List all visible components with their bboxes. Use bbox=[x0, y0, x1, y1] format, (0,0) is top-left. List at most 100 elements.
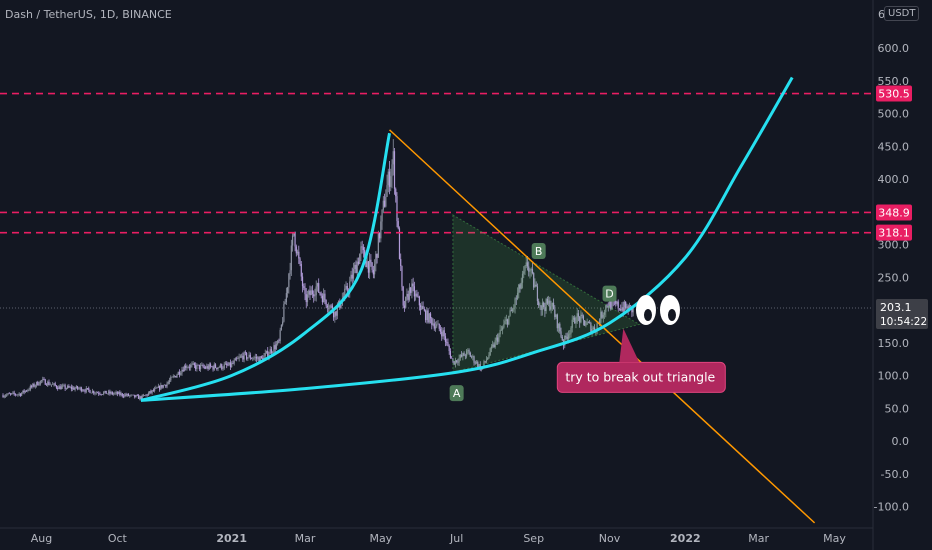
candle-body bbox=[146, 394, 148, 396]
candle-body bbox=[485, 359, 488, 362]
candle-body bbox=[239, 356, 241, 358]
candle-body bbox=[76, 386, 79, 389]
candle-body bbox=[367, 261, 369, 273]
level-price-tag-text: 318.1 bbox=[878, 227, 910, 240]
candle-body bbox=[391, 164, 393, 177]
candle-body bbox=[465, 350, 468, 357]
candle-body bbox=[556, 314, 558, 329]
candle-body bbox=[509, 310, 511, 316]
candle-body bbox=[539, 305, 541, 306]
candle-body bbox=[144, 395, 146, 396]
candle-body bbox=[206, 366, 208, 369]
candle-body bbox=[515, 298, 517, 300]
candle-body bbox=[511, 309, 514, 312]
candle-body bbox=[257, 357, 259, 359]
candle-body bbox=[632, 307, 634, 313]
candle-body bbox=[93, 390, 95, 394]
candle-body bbox=[106, 393, 108, 395]
candle-body bbox=[534, 284, 536, 288]
candle-body bbox=[564, 335, 566, 346]
candle-body bbox=[483, 361, 485, 367]
candle-body bbox=[313, 294, 315, 297]
candle-body bbox=[167, 382, 169, 384]
candle-body bbox=[437, 323, 439, 325]
candle-body bbox=[329, 305, 331, 309]
candle-body bbox=[192, 363, 194, 365]
candle-body bbox=[495, 337, 498, 341]
candle-body bbox=[198, 364, 200, 370]
level-price-tag bbox=[876, 204, 912, 221]
point-label-badge bbox=[602, 285, 617, 302]
candle-body bbox=[301, 276, 304, 287]
candle-body bbox=[100, 394, 102, 395]
candle-body bbox=[248, 354, 250, 358]
candle-body bbox=[536, 286, 539, 302]
candle-body bbox=[52, 384, 54, 385]
candle-body bbox=[268, 353, 270, 357]
candle-body bbox=[290, 245, 292, 271]
candle-body bbox=[592, 327, 594, 330]
candle-body bbox=[442, 330, 444, 337]
candle-body bbox=[438, 323, 440, 329]
candle-body bbox=[30, 385, 33, 387]
candle-body bbox=[141, 395, 143, 400]
price-tick-label: 150.0 bbox=[878, 337, 910, 350]
candle-body bbox=[267, 350, 269, 357]
eye-pupil bbox=[667, 309, 676, 321]
candle-body bbox=[294, 232, 296, 247]
candle-body bbox=[104, 390, 106, 393]
last-price-text: 203.1 bbox=[880, 301, 912, 314]
candle-body bbox=[208, 364, 210, 369]
candle-body bbox=[608, 300, 611, 308]
price-axis[interactable]: 600.0550.0500.0450.0400.0350.0300.0250.0… bbox=[872, 0, 932, 550]
time-axis[interactable]: Aug Oct 2021 Mar May Jul Sep Nov 2022 Mar May bbox=[0, 527, 873, 545]
candle-body bbox=[242, 355, 244, 360]
candle-body bbox=[212, 366, 214, 370]
candle-body bbox=[187, 367, 189, 368]
candle-body bbox=[566, 336, 568, 339]
point-label-d: D bbox=[605, 288, 613, 301]
candle-body bbox=[489, 348, 491, 356]
candle-body bbox=[386, 185, 388, 197]
candle-body bbox=[218, 367, 220, 368]
price-tick-label: 550.0 bbox=[878, 75, 910, 88]
candle-body bbox=[150, 391, 152, 393]
unit-badge[interactable]: USDT bbox=[884, 6, 920, 21]
candle-body bbox=[600, 311, 602, 323]
candle-body bbox=[615, 301, 617, 304]
candle-body bbox=[589, 322, 591, 323]
point-label-badge bbox=[449, 385, 464, 402]
candle-body bbox=[140, 396, 142, 400]
candle-body bbox=[370, 259, 372, 263]
candle-body bbox=[38, 384, 40, 386]
candle-body bbox=[149, 391, 151, 394]
candle-body bbox=[264, 353, 266, 356]
candle-body bbox=[351, 274, 353, 279]
candle-body bbox=[160, 384, 162, 390]
candle-body bbox=[130, 394, 132, 396]
candle-body bbox=[172, 376, 174, 377]
candle-body bbox=[545, 299, 547, 312]
candle-body bbox=[89, 390, 91, 393]
candle-body bbox=[142, 395, 145, 396]
candle-body bbox=[412, 283, 414, 287]
candle-body bbox=[139, 396, 141, 399]
candle-body bbox=[552, 302, 555, 310]
candle-body bbox=[54, 383, 56, 386]
candle-body bbox=[155, 387, 157, 389]
candle-body bbox=[9, 393, 12, 395]
candle-body bbox=[116, 392, 118, 395]
candle-body bbox=[503, 324, 505, 328]
candle-body bbox=[81, 390, 84, 392]
candle-body bbox=[493, 344, 495, 348]
candle-body bbox=[402, 286, 404, 306]
candle-body bbox=[136, 395, 138, 396]
candle-body bbox=[355, 264, 357, 274]
candle-body bbox=[585, 324, 587, 326]
candle-body bbox=[418, 296, 420, 306]
candle-body bbox=[407, 293, 409, 300]
candle-body bbox=[474, 362, 476, 364]
axis-cut-label: 6 bbox=[878, 8, 885, 21]
candle-body bbox=[309, 290, 311, 296]
